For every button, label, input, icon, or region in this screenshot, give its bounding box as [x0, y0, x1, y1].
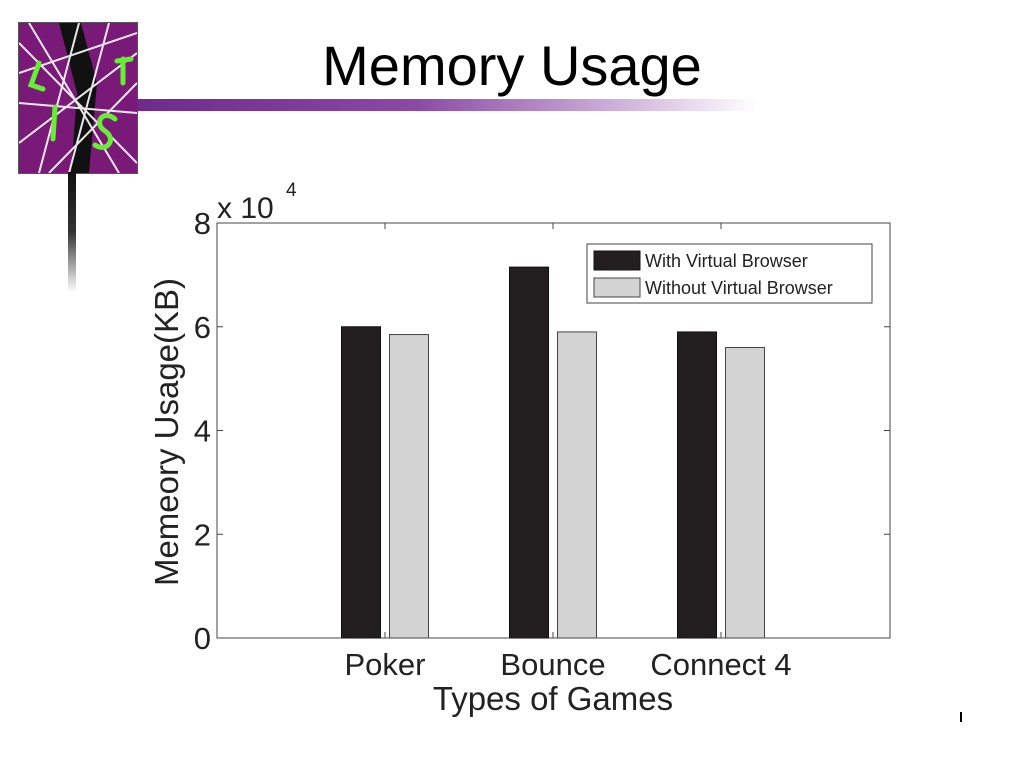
- legend: With Virtual Browser Without Virtual Bro…: [586, 243, 873, 304]
- logo-side-bar: [68, 172, 76, 292]
- y-tick-label-0: 0: [194, 621, 211, 656]
- bar-poker-without: [389, 334, 429, 639]
- x-tick-label-bounce: Bounce: [500, 647, 605, 682]
- bar-bounce-with: [509, 266, 549, 639]
- y-tick-label-3: 6: [194, 310, 211, 345]
- x-tick-label-connect-4: Connect 4: [650, 647, 791, 682]
- legend-swatch-without: [593, 277, 641, 298]
- legend-label-with: With Virtual Browser: [645, 251, 808, 271]
- bar-connect-4-without: [725, 347, 765, 639]
- lsi-web-logo-icon: [18, 22, 138, 174]
- slide-marker: [960, 712, 962, 722]
- y-tick-label-2: 4: [194, 414, 211, 449]
- x-axis-label: Types of Games: [433, 680, 673, 717]
- slide-title: Memory Usage: [322, 34, 702, 97]
- y-multiplier-exponent: 4: [286, 180, 297, 201]
- bar-poker-with: [341, 326, 381, 639]
- y-tick-label-1: 2: [194, 517, 211, 552]
- y-axis-label: Memeory Usage(KB): [148, 278, 185, 586]
- y-tick-label-4: 8: [194, 206, 211, 241]
- legend-label-without: Without Virtual Browser: [645, 278, 833, 298]
- title-rule: [137, 99, 757, 111]
- legend-swatch-with: [593, 250, 641, 271]
- bar-bounce-without: [557, 331, 597, 639]
- y-multiplier: x 10: [217, 192, 274, 225]
- bar-connect-4-with: [677, 331, 717, 639]
- x-tick-label-poker: Poker: [345, 647, 426, 682]
